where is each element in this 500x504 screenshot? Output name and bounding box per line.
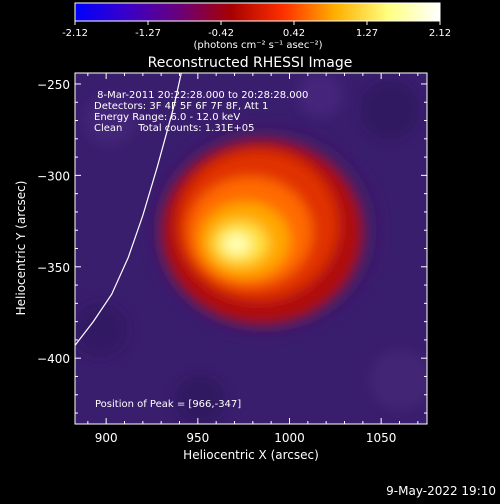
x-tick-label: 1050: [366, 431, 397, 445]
y-tick-label: −400: [37, 352, 70, 366]
chart-title: Reconstructed RHESSI Image: [148, 55, 353, 71]
y-tick-label: −350: [37, 261, 70, 275]
colorbar-tick-label: -2.12: [62, 28, 88, 39]
colorbar-tick-label: 0.42: [283, 28, 305, 39]
background-mottle: [75, 73, 427, 424]
colorbar-tick-label: -1.27: [135, 28, 161, 39]
colorbar-gradient: [74, 2, 441, 22]
solar-limb-curve: [75, 73, 182, 346]
footer-date: 9-May-2022 19:10: [386, 484, 496, 498]
emission-source: [140, 115, 390, 345]
x-axis-label: Heliocentric X (arcsec): [183, 448, 319, 462]
peak-position-text: Position of Peak = [966,-347]: [95, 399, 241, 410]
clean-counts-text: Clean Total counts: 1.31E+05: [94, 123, 254, 134]
time-range-text: 8-Mar-2011 20:22:28.000 to 20:28:28.000: [94, 90, 308, 101]
colorbar-tick-label: -0.42: [208, 28, 234, 39]
x-tick-label: 1000: [274, 431, 305, 445]
annotation-block: 8-Mar-2011 20:22:28.000 to 20:28:28.000 …: [94, 90, 308, 134]
colorbar-tick-label: 1.27: [356, 28, 378, 39]
y-tick-label: −250: [37, 78, 70, 92]
detectors-text: Detectors: 3F 4F 5F 6F 7F 8F, Att 1: [94, 101, 268, 112]
plot-area: [75, 73, 427, 424]
colorbar-units: (photons cm⁻² s⁻¹ asec⁻²): [193, 40, 322, 51]
x-tick-label: 950: [186, 431, 209, 445]
y-axis-label: Heliocentric Y (arcsec): [14, 181, 28, 316]
x-tick-label: 900: [95, 431, 118, 445]
colorbar-tick-label: 2.12: [429, 28, 451, 39]
y-tick-label: −300: [37, 169, 70, 183]
colorbar: -2.12 -1.27 -0.42 0.42 1.27 2.12 (photons cm⁻…: [62, 2, 451, 51]
energy-range-text: Energy Range: 6.0 - 12.0 keV: [94, 112, 240, 123]
